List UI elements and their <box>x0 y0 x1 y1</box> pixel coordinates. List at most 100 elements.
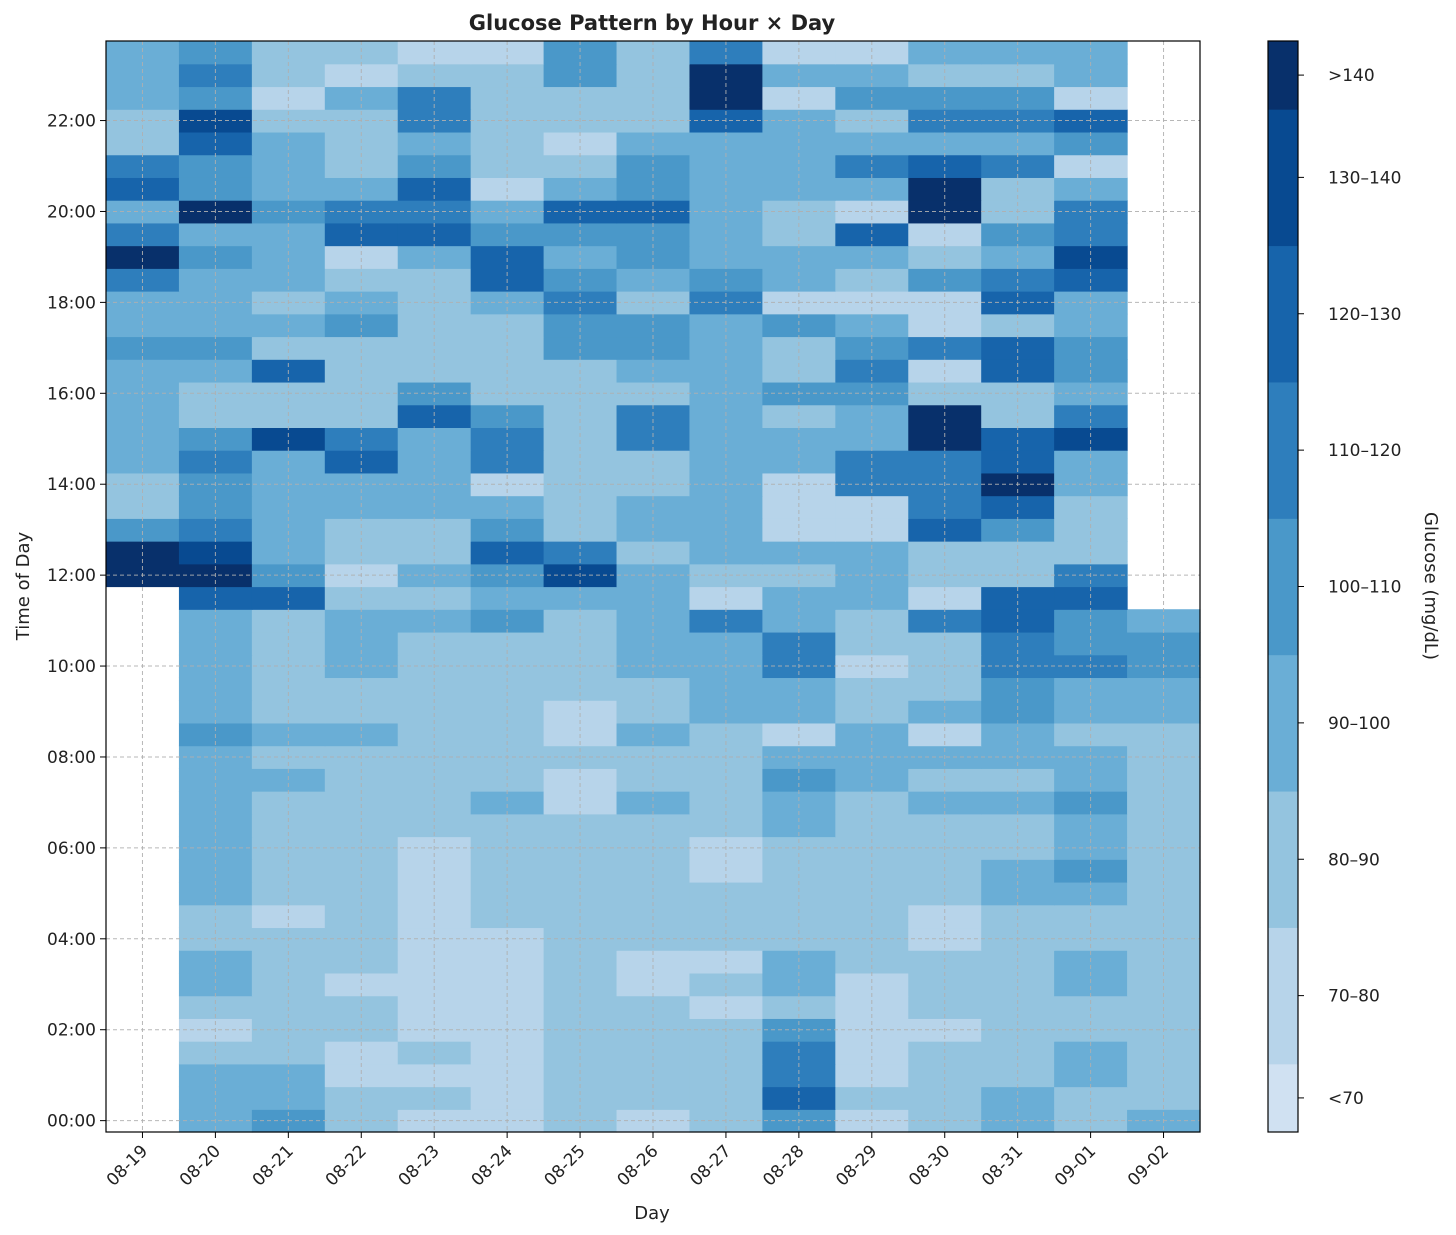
heatmap-cell <box>835 609 909 633</box>
heatmap-cell <box>251 609 326 633</box>
heatmap-cell <box>1127 700 1201 724</box>
heatmap-cell <box>470 131 545 156</box>
heatmap-cell <box>397 427 472 451</box>
heatmap-cell <box>178 63 253 88</box>
heatmap-cell <box>835 63 909 88</box>
heatmap-cell <box>470 313 545 338</box>
heatmap-cell <box>106 154 180 178</box>
heatmap-cell <box>470 154 545 178</box>
heatmap-cell <box>689 791 763 815</box>
heatmap-cell <box>251 677 326 701</box>
heatmap-cell <box>543 1063 618 1088</box>
heatmap-cell <box>251 881 326 906</box>
heatmap-cell <box>397 404 472 428</box>
heatmap-cell <box>1054 791 1128 815</box>
heatmap-cell <box>616 245 691 269</box>
heatmap-cell <box>762 41 836 65</box>
heatmap-cell <box>689 495 763 519</box>
heatmap-cell <box>762 154 836 178</box>
y-tick-label: 12:00 <box>47 566 96 586</box>
colorbar-segment <box>1268 41 1298 110</box>
heatmap-cell <box>762 586 836 610</box>
heatmap-cell <box>470 972 545 997</box>
heatmap-cell <box>397 245 472 269</box>
heatmap-cell <box>324 518 399 542</box>
heatmap-cell <box>106 313 180 338</box>
colorbar-frame <box>1267 40 1299 1133</box>
heatmap-cell <box>762 131 836 156</box>
heatmap-cell <box>178 791 253 815</box>
heatmap-cell <box>689 63 763 88</box>
heatmap-cell <box>106 245 180 269</box>
heatmap-cell <box>543 404 618 428</box>
heatmap-cell <box>324 427 399 451</box>
heatmap-cell <box>470 881 545 906</box>
heatmap-cell <box>835 586 909 610</box>
heatmap-cell <box>689 222 763 247</box>
heatmap-cell <box>324 154 399 178</box>
heatmap-cell <box>835 972 909 997</box>
heatmap-cell <box>251 245 326 269</box>
x-axis-label: Day <box>634 1203 670 1224</box>
colorbar-tick-label: 70–80 <box>1328 987 1380 1007</box>
heatmap-cell <box>106 131 180 156</box>
heatmap-cell <box>543 677 618 701</box>
heatmap-cell <box>981 404 1055 428</box>
heatmap-cell <box>251 1063 326 1088</box>
heatmap-cell <box>397 972 472 997</box>
heatmap-cell <box>1127 791 1201 815</box>
heatmap-cell <box>1054 1063 1128 1088</box>
heatmap-cell <box>835 1063 909 1088</box>
heatmap-cell <box>324 972 399 997</box>
heatmap-cell <box>1054 41 1128 65</box>
heatmap-cell <box>324 245 399 269</box>
y-tick-label: 02:00 <box>47 1021 96 1041</box>
heatmap-cell <box>1127 972 1201 997</box>
heatmap-cell <box>397 154 472 178</box>
x-tick-label: 08-28 <box>759 1141 808 1190</box>
heatmap-cell <box>106 63 180 88</box>
heatmap-cell <box>981 222 1055 247</box>
heatmap-cell <box>397 495 472 519</box>
heatmap-cell <box>908 700 982 724</box>
heatmap-cell <box>908 972 982 997</box>
heatmap-cell <box>470 427 545 451</box>
heatmap-cell <box>470 63 545 88</box>
x-tick-label: 08-26 <box>613 1141 662 1190</box>
heatmap-cell <box>397 677 472 701</box>
heatmap-cell <box>324 131 399 156</box>
colorbar <box>1268 41 1298 1133</box>
heatmap-cell <box>470 791 545 815</box>
y-tick-label: 04:00 <box>47 930 96 950</box>
heatmap-cell <box>1054 518 1128 542</box>
heatmap-cell <box>981 881 1055 906</box>
heatmap-cell <box>981 700 1055 724</box>
heatmap-cell <box>1054 972 1128 997</box>
heatmap-cell <box>324 881 399 906</box>
heatmap-cell <box>543 63 618 88</box>
heatmap-cell <box>762 336 836 360</box>
colorbar-segment <box>1268 245 1298 383</box>
colorbar-segment <box>1268 518 1298 656</box>
heatmap-cell <box>397 881 472 906</box>
heatmap-cell <box>616 700 691 724</box>
heatmap-cell <box>1054 586 1128 610</box>
heatmap-cell <box>178 336 253 360</box>
heatmap-cell <box>1127 1063 1201 1088</box>
gridlines <box>106 41 1200 1132</box>
heatmap-cell <box>762 677 836 701</box>
x-tick-label: 08-27 <box>686 1141 735 1190</box>
heatmap-cell <box>835 677 909 701</box>
heatmap-cell <box>324 586 399 610</box>
heatmap-cell <box>689 131 763 156</box>
heatmap-cell <box>835 404 909 428</box>
heatmap-cell <box>543 222 618 247</box>
heatmap-cell <box>1054 336 1128 360</box>
heatmap-cell <box>397 313 472 338</box>
heatmap-cell <box>106 336 180 360</box>
heatmap-cell <box>470 336 545 360</box>
heatmap-cell <box>543 518 618 542</box>
heatmap-cell <box>1054 700 1128 724</box>
heatmap-cell <box>762 881 836 906</box>
heatmap-cell <box>616 609 691 633</box>
